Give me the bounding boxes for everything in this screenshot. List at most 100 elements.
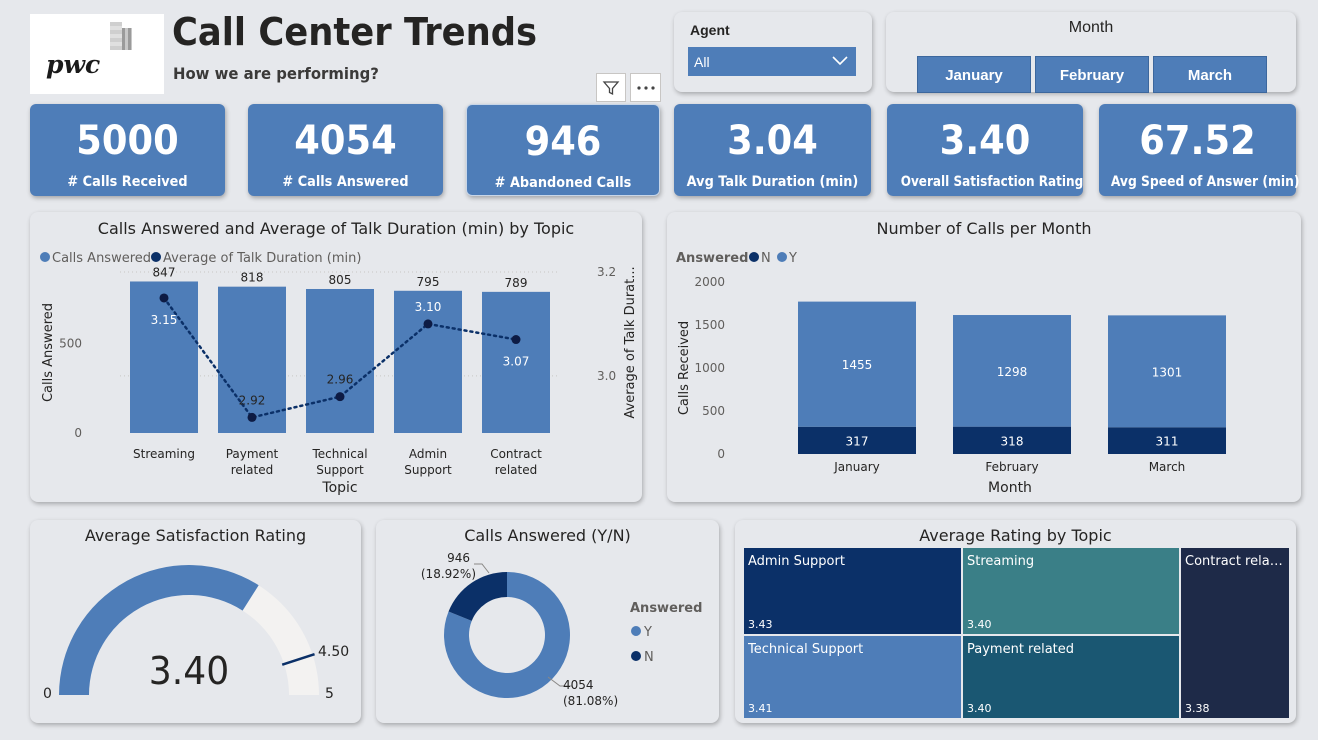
chart-title: Average Rating by Topic — [919, 526, 1112, 545]
kpi-value: 4054 — [294, 118, 397, 164]
chart-calls-per-month: Number of Calls per Month Answered N Y 0 500… — [667, 212, 1301, 502]
month-button-february[interactable]: February — [1035, 56, 1149, 93]
month-button-january[interactable]: January — [917, 56, 1031, 93]
logo-text: pwc — [46, 50, 101, 79]
treemap-tile-admin-support[interactable]: Admin Support 3.43 — [744, 548, 961, 634]
x-tick-label: January — [833, 460, 880, 474]
treemap-tile-label: Contract relat... — [1185, 554, 1285, 569]
legend-marker-n — [631, 651, 641, 661]
bar-data-label: 847 — [153, 265, 176, 279]
more-options-button[interactable] — [630, 73, 661, 102]
bar-data-label: 311 — [1156, 435, 1179, 449]
bar-calls-answered — [218, 286, 286, 433]
kpi-calls-answered: 4054 # Calls Answered — [248, 104, 443, 196]
y-tick-label: 500 — [702, 404, 725, 418]
treemap-tile-value: 3.41 — [748, 702, 773, 715]
y-tick-label: 0 — [717, 447, 725, 461]
legend-label-n: N — [761, 251, 771, 266]
line-point-talk-duration — [511, 335, 521, 345]
bar-data-label: 317 — [846, 434, 869, 448]
page-subtitle: How we are performing? — [173, 64, 379, 83]
chart-title: Number of Calls per Month — [876, 219, 1092, 238]
line-point-talk-duration — [423, 319, 433, 329]
donut-chart-plot: 4054 (81.08%) 946 (18.92%) Answered YN — [421, 551, 703, 708]
legend-title: Answered — [630, 601, 702, 616]
x-tick-label: Support — [316, 463, 364, 477]
treemap-tile-value: 3.38 — [1185, 702, 1210, 715]
kpi-value: 3.40 — [939, 118, 1031, 164]
bar-segment-y — [953, 315, 1071, 427]
treemap-tile-technical-support[interactable]: Technical Support 3.41 — [744, 636, 961, 718]
chart-average-satisfaction: Average Satisfaction Rating 3.40 0 5 4.50 — [30, 520, 361, 723]
line-data-label: 3.07 — [503, 355, 530, 369]
kpi-abandoned-calls: 946 # Abandoned Calls — [466, 104, 660, 196]
y2-axis-title: Average of Talk Durat... — [623, 266, 638, 418]
legend-marker-calls-answered — [40, 252, 50, 262]
line-point-talk-duration — [247, 412, 257, 422]
donut-slice-y — [444, 572, 570, 698]
donut-leader-line — [474, 563, 490, 574]
x-tick-label: related — [495, 463, 537, 477]
line-data-label: 3.15 — [151, 313, 178, 327]
gauge-min-label: 0 — [43, 686, 52, 702]
treemap-tile-label: Admin Support — [748, 554, 845, 569]
logo-mark-icon — [110, 22, 122, 50]
legend-marker-y — [631, 626, 641, 636]
kpi-label: # Abandoned Calls — [494, 175, 632, 191]
kpi-label: # Calls Answered — [282, 174, 409, 190]
x-tick-label: Contract — [490, 447, 542, 461]
legend-title: Answered — [676, 251, 748, 266]
donut-data-label: 4054 — [563, 678, 594, 692]
legend-label-y: Y — [643, 625, 652, 640]
bar-calls-answered — [482, 291, 550, 433]
line-point-talk-duration — [159, 293, 169, 303]
treemap-tile-label: Payment related — [967, 642, 1075, 657]
x-axis-title: Topic — [321, 480, 357, 496]
bar-data-label: 1301 — [1152, 365, 1183, 379]
agent-dropdown[interactable]: All — [688, 47, 856, 76]
y-tick-label: 1000 — [694, 361, 725, 375]
kpi-value: 3.04 — [727, 118, 818, 164]
page-title: Call Center Trends — [172, 10, 538, 54]
kpi-calls-received: 5000 # Calls Received — [30, 104, 225, 196]
kpi-avg-speed-of-answer: 67.52 Avg Speed of Answer (min) — [1099, 104, 1300, 196]
bar-data-label: 1298 — [997, 365, 1028, 379]
kpi-value: 67.52 — [1139, 118, 1256, 164]
y-tick-label: 2000 — [694, 275, 725, 289]
treemap-tile-streaming[interactable]: Streaming 3.40 — [963, 548, 1179, 634]
treemap-tile-payment-related[interactable]: Payment related 3.40 — [963, 636, 1179, 718]
bar-calls-answered — [306, 288, 374, 433]
bar-segment-y — [1108, 315, 1226, 428]
gauge-target-marker — [281, 653, 315, 666]
gauge-max-label: 5 — [325, 686, 334, 702]
gauge-chart-plot: 3.40 0 5 4.50 — [43, 565, 349, 702]
x-axis-title: Month — [988, 480, 1032, 496]
bar-calls-answered — [394, 290, 462, 433]
x-tick-label: Payment — [226, 447, 279, 461]
bar-data-label: 318 — [1001, 434, 1024, 448]
bar-data-label: 818 — [241, 271, 264, 285]
donut-data-label: 946 — [447, 551, 470, 565]
bar-segment-y — [798, 301, 916, 427]
treemap-tile-contract-related[interactable]: Contract relat... 3.38 — [1181, 548, 1289, 718]
month-slicer-label: Month — [1068, 19, 1114, 36]
treemap-tile-value: 3.40 — [967, 702, 992, 715]
kpi-label: # Calls Received — [67, 174, 188, 190]
filter-button[interactable] — [596, 73, 626, 102]
bar-data-label: 789 — [505, 276, 528, 290]
line-data-label: 2.92 — [239, 393, 266, 407]
x-tick-label: Technical — [311, 447, 367, 461]
x-tick-label: February — [985, 460, 1038, 474]
month-button-march[interactable]: March — [1153, 56, 1267, 93]
gauge-value: 3.40 — [149, 649, 229, 693]
legend-label-n: N — [644, 650, 654, 665]
chart-title: Calls Answered and Average of Talk Durat… — [97, 219, 575, 238]
line-data-label: 2.96 — [327, 373, 354, 387]
y-axis-title: Calls Received — [677, 321, 692, 415]
legend-marker-n — [749, 252, 759, 262]
stacked-chart-plot: Answered N Y 0 500 1000 1500 2000 Calls Received… — [676, 251, 1226, 496]
y2-tick-label: 3.0 — [597, 369, 616, 383]
treemap-tile-label: Technical Support — [748, 642, 864, 657]
treemap-tile-value: 3.43 — [748, 618, 773, 631]
chart-calls-answered-yn: Calls Answered (Y/N) 4054 (81.08%) 946 (18.… — [376, 520, 719, 723]
